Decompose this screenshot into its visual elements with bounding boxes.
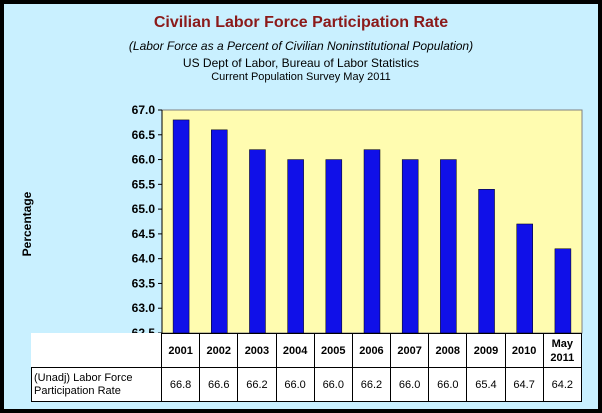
bar-2002	[211, 129, 228, 334]
value-label: 66.8	[160, 367, 201, 402]
value-row: (Unadj) Labor Force Participation Rate 6…	[31, 367, 582, 402]
category-label: 2008	[428, 333, 468, 368]
category-label: 2007	[390, 333, 430, 368]
category-label: 2001	[160, 333, 201, 368]
value-label: 66.0	[390, 367, 430, 402]
chart-survey: Current Population Survey May 2011	[211, 71, 391, 83]
category-label: 2010	[504, 333, 544, 368]
value-label: 66.6	[199, 367, 239, 402]
y-tick-label: 65.5	[132, 177, 156, 191]
y-tick-label: 66.5	[132, 128, 156, 142]
y-tick-label: 63.0	[132, 301, 156, 315]
category-row: 2001 2002 2003 2004 2005 2006 2007 2008 2009 2010…	[32, 333, 582, 368]
bar-2004	[287, 159, 304, 334]
value-label: 66.2	[351, 367, 392, 402]
category-label: 2003	[237, 333, 277, 368]
value-label: 66.0	[275, 367, 315, 402]
series-label: (Unadj) Labor Force Participation Rate	[31, 367, 162, 402]
value-label: 64.7	[504, 367, 544, 402]
bar-2005	[325, 159, 343, 334]
bar-2003	[249, 149, 266, 334]
bar-2009	[478, 189, 495, 334]
category-label: May 2011	[542, 333, 582, 368]
category-label: 2005	[313, 333, 353, 368]
bar-2001	[172, 119, 190, 334]
y-tick-label: 63.5	[132, 276, 156, 290]
category-label: 2004	[275, 333, 315, 368]
chart-title: Civilian Labor Force Participation Rate	[153, 14, 449, 31]
category-label: 2009	[466, 333, 506, 368]
bar-2010	[516, 223, 533, 334]
category-label: 2006	[351, 333, 392, 368]
value-label: 66.0	[428, 367, 468, 402]
bar-2008	[440, 159, 457, 334]
data-table: 2001 2002 2003 2004 2005 2006 2007 2008 2009 2010…	[31, 333, 582, 402]
y-tick-label: 66.0	[132, 153, 156, 167]
value-label: 64.2	[542, 367, 582, 402]
value-label: 66.2	[237, 367, 277, 402]
table-corner	[32, 334, 162, 368]
bar-2006	[363, 149, 381, 334]
value-label: 65.4	[466, 367, 506, 402]
y-tick-label: 67.0	[132, 103, 156, 117]
y-tick-label: 64.0	[132, 252, 156, 266]
y-tick-label: 65.0	[132, 202, 156, 216]
chart-subtitle: (Labor Force as a Percent of Civilian No…	[128, 39, 474, 53]
value-label: 66.0	[313, 367, 353, 402]
bar-2007	[401, 159, 419, 334]
bar-may-2011	[554, 248, 572, 334]
y-tick-label: 64.5	[132, 227, 156, 241]
category-label: 2002	[199, 333, 239, 368]
chart-source: US Dept of Labor, Bureau of Labor Statis…	[182, 56, 420, 70]
